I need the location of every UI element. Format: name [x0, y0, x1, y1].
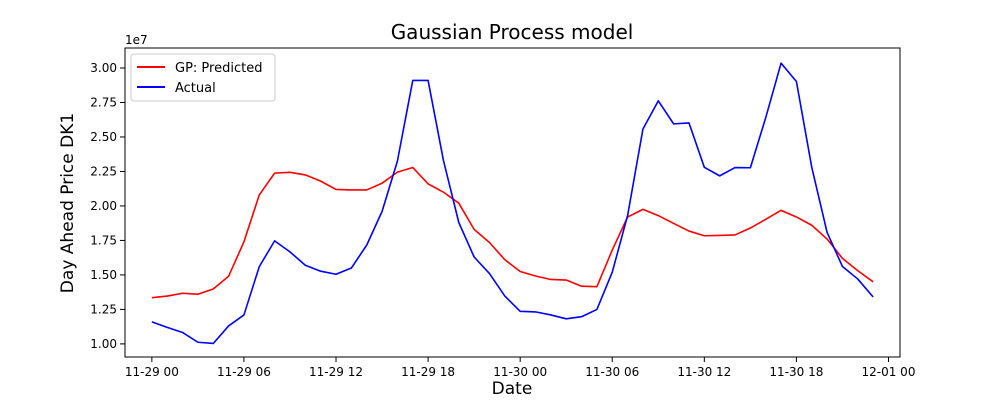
y-tick-label: 2.50 — [90, 130, 117, 144]
y-tick-label: 1.25 — [90, 302, 117, 316]
y-tick-label: 2.75 — [90, 95, 117, 109]
legend-label-actual: Actual — [175, 81, 216, 96]
y-axis-ticks: 1.00 1.25 1.50 1.75 2.00 2.25 2.50 2.75 3.00 — [90, 61, 125, 351]
series-line-gp-predicted — [151, 166, 874, 299]
x-axis-label: Date — [492, 379, 533, 399]
x-tick-label: 11-30 12 — [677, 365, 731, 379]
legend-box — [130, 53, 276, 102]
legend: GP: Predicted Actual — [130, 53, 276, 102]
y-tick-label: 3.00 — [90, 61, 117, 75]
x-tick-label: 12-01 00 — [862, 365, 916, 379]
series-layer — [151, 62, 874, 345]
series-line-actual — [151, 62, 874, 345]
y-tick-label: 2.00 — [90, 199, 117, 213]
x-tick-label: 11-30 18 — [769, 365, 823, 379]
x-tick-label: 11-29 18 — [401, 365, 455, 379]
x-tick-label: 11-29 00 — [125, 365, 179, 379]
y-tick-label: 2.25 — [90, 164, 117, 178]
y-tick-label: 1.75 — [90, 233, 117, 247]
x-tick-label: 11-30 00 — [493, 365, 547, 379]
legend-label-gp-predicted: GP: Predicted — [175, 61, 262, 76]
chart-title: Gaussian Process model — [391, 20, 634, 44]
y-axis-scale-label: 1e7 — [125, 33, 148, 47]
x-tick-label: 11-29 06 — [217, 365, 271, 379]
y-tick-label: 1.00 — [90, 337, 117, 351]
y-tick-label: 1.50 — [90, 268, 117, 282]
x-tick-label: 11-30 06 — [585, 365, 639, 379]
plot-area-frame — [124, 47, 901, 358]
y-axis-label: Day Ahead Price DK1 — [58, 113, 78, 293]
x-tick-label: 11-29 12 — [309, 365, 363, 379]
x-axis-ticks: 11-29 00 11-29 06 11-29 12 11-29 18 11-30 00… — [125, 357, 916, 379]
